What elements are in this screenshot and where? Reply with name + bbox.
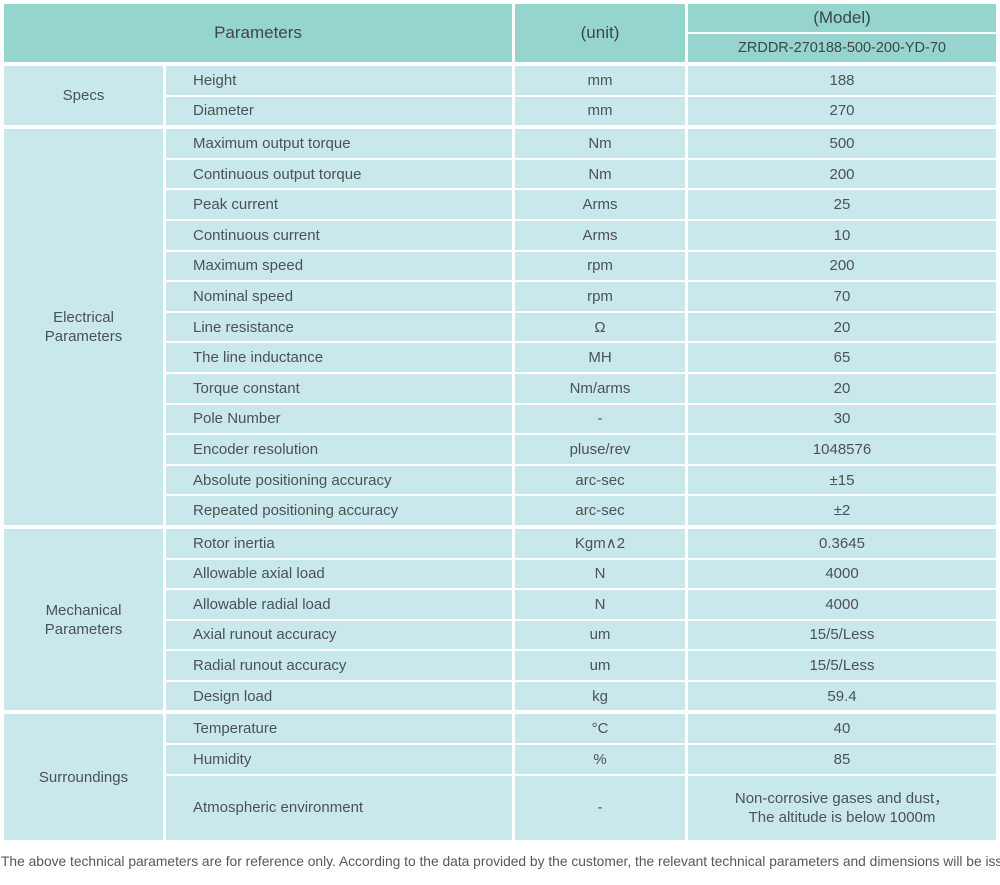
value-cell: 188 [688, 66, 996, 95]
section-specs: Specs Height mm 188 Diameter mm 270 [4, 66, 996, 126]
group-label-surroundings: Surroundings [4, 714, 163, 840]
param-cell: Line resistance [166, 312, 512, 342]
param-cell: Radial runout accuracy [166, 651, 512, 680]
value-cell: 200 [688, 251, 996, 281]
value-cell: 15/5/Less [688, 620, 996, 650]
unit-cell: - [515, 404, 685, 434]
unit-cell: % [515, 745, 685, 774]
unit-cell: rpm [515, 282, 685, 311]
value-cell: 40 [688, 714, 996, 744]
param-cell: Pole Number [166, 404, 512, 434]
unit-cell: rpm [515, 251, 685, 281]
unit-cell: Arms [515, 190, 685, 219]
value-cell: 20 [688, 312, 996, 342]
footer-note: The above technical parameters are for r… [1, 853, 1000, 869]
param-cell: The line inductance [166, 343, 512, 372]
unit-header: (unit) [515, 4, 685, 62]
param-cell: Peak current [166, 190, 512, 219]
value-cell: 15/5/Less [688, 651, 996, 680]
unit-cell: Nm [515, 159, 685, 189]
param-cell: Continuous output torque [166, 159, 512, 189]
value-cell: 70 [688, 282, 996, 311]
value-cell: Non-corrosive gases and dust， The altitu… [688, 775, 996, 840]
unit-cell: °C [515, 714, 685, 744]
value-cell: 65 [688, 343, 996, 372]
param-cell: Rotor inertia [166, 528, 512, 558]
value-cell: 85 [688, 745, 996, 774]
param-cell: Torque constant [166, 373, 512, 403]
unit-cell: kg [515, 681, 685, 711]
param-cell: Humidity [166, 745, 512, 774]
param-cell: Continuous current [166, 220, 512, 250]
unit-cell: MH [515, 343, 685, 372]
value-cell: 0.3645 [688, 528, 996, 558]
value-cell: 25 [688, 190, 996, 219]
group-label-mechanical-parameters: Mechanical Parameters [4, 528, 163, 711]
table-body: Specs Height mm 188 Diameter mm 270 Electrical … [4, 66, 996, 840]
param-cell: Allowable radial load [166, 590, 512, 619]
param-cell: Nominal speed [166, 282, 512, 311]
param-cell: Repeated positioning accuracy [166, 496, 512, 525]
param-cell: Allowable axial load [166, 559, 512, 589]
value-cell: 270 [688, 96, 996, 126]
table-header: Parameters (unit) (Model) ZRDDR-270188-5… [4, 4, 996, 62]
value-cell: 200 [688, 159, 996, 189]
unit-cell: um [515, 651, 685, 680]
value-cell: 1048576 [688, 435, 996, 464]
unit-cell: Arms [515, 220, 685, 250]
unit-cell: pluse/rev [515, 435, 685, 464]
param-cell: Atmospheric environment [166, 775, 512, 840]
value-cell: ±15 [688, 465, 996, 495]
spec-table: Parameters (unit) (Model) ZRDDR-270188-5… [4, 4, 996, 840]
unit-cell: N [515, 590, 685, 619]
unit-cell: Nm [515, 129, 685, 158]
parameters-header: Parameters [4, 4, 512, 62]
value-cell: 59.4 [688, 681, 996, 711]
section-electrical-parameters: Electrical Parameters Maximum output torq… [4, 129, 996, 525]
unit-cell: arc-sec [515, 496, 685, 525]
param-cell: Maximum output torque [166, 129, 512, 158]
model-header: (Model) [688, 4, 996, 32]
value-cell: 4000 [688, 559, 996, 589]
param-cell: Maximum speed [166, 251, 512, 281]
param-cell: Design load [166, 681, 512, 711]
param-cell: Temperature [166, 714, 512, 744]
unit-cell: mm [515, 96, 685, 126]
value-cell: 30 [688, 404, 996, 434]
value-cell: 10 [688, 220, 996, 250]
unit-cell: - [515, 775, 685, 840]
param-cell: Encoder resolution [166, 435, 512, 464]
value-cell: 20 [688, 373, 996, 403]
unit-cell: mm [515, 66, 685, 95]
unit-cell: Nm/arms [515, 373, 685, 403]
value-cell: 500 [688, 129, 996, 158]
unit-cell: um [515, 620, 685, 650]
unit-cell: Kgm∧2 [515, 528, 685, 558]
group-label-electrical-parameters: Electrical Parameters [4, 129, 163, 525]
unit-cell: arc-sec [515, 465, 685, 495]
model-header-group: (Model) ZRDDR-270188-500-200-YD-70 [688, 4, 996, 62]
param-cell: Axial runout accuracy [166, 620, 512, 650]
param-cell: Height [166, 66, 512, 95]
section-mechanical-parameters: Mechanical Parameters Rotor inertia Kgm∧2 0… [4, 528, 996, 711]
unit-cell: N [515, 559, 685, 589]
model-number: ZRDDR-270188-500-200-YD-70 [688, 34, 996, 62]
unit-cell: Ω [515, 312, 685, 342]
section-surroundings: Surroundings Temperature °C 40 Humidity% 85 At… [4, 714, 996, 840]
value-cell: 4000 [688, 590, 996, 619]
param-cell: Diameter [166, 96, 512, 126]
group-label-specs: Specs [4, 66, 163, 126]
value-cell: ±2 [688, 496, 996, 525]
param-cell: Absolute positioning accuracy [166, 465, 512, 495]
